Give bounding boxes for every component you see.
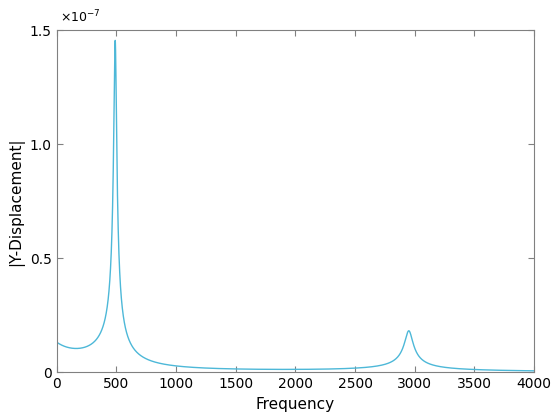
Text: $\times10^{-7}$: $\times10^{-7}$ xyxy=(59,8,100,25)
X-axis label: Frequency: Frequency xyxy=(256,396,335,412)
Y-axis label: |Y-Displacement|: |Y-Displacement| xyxy=(8,137,24,266)
